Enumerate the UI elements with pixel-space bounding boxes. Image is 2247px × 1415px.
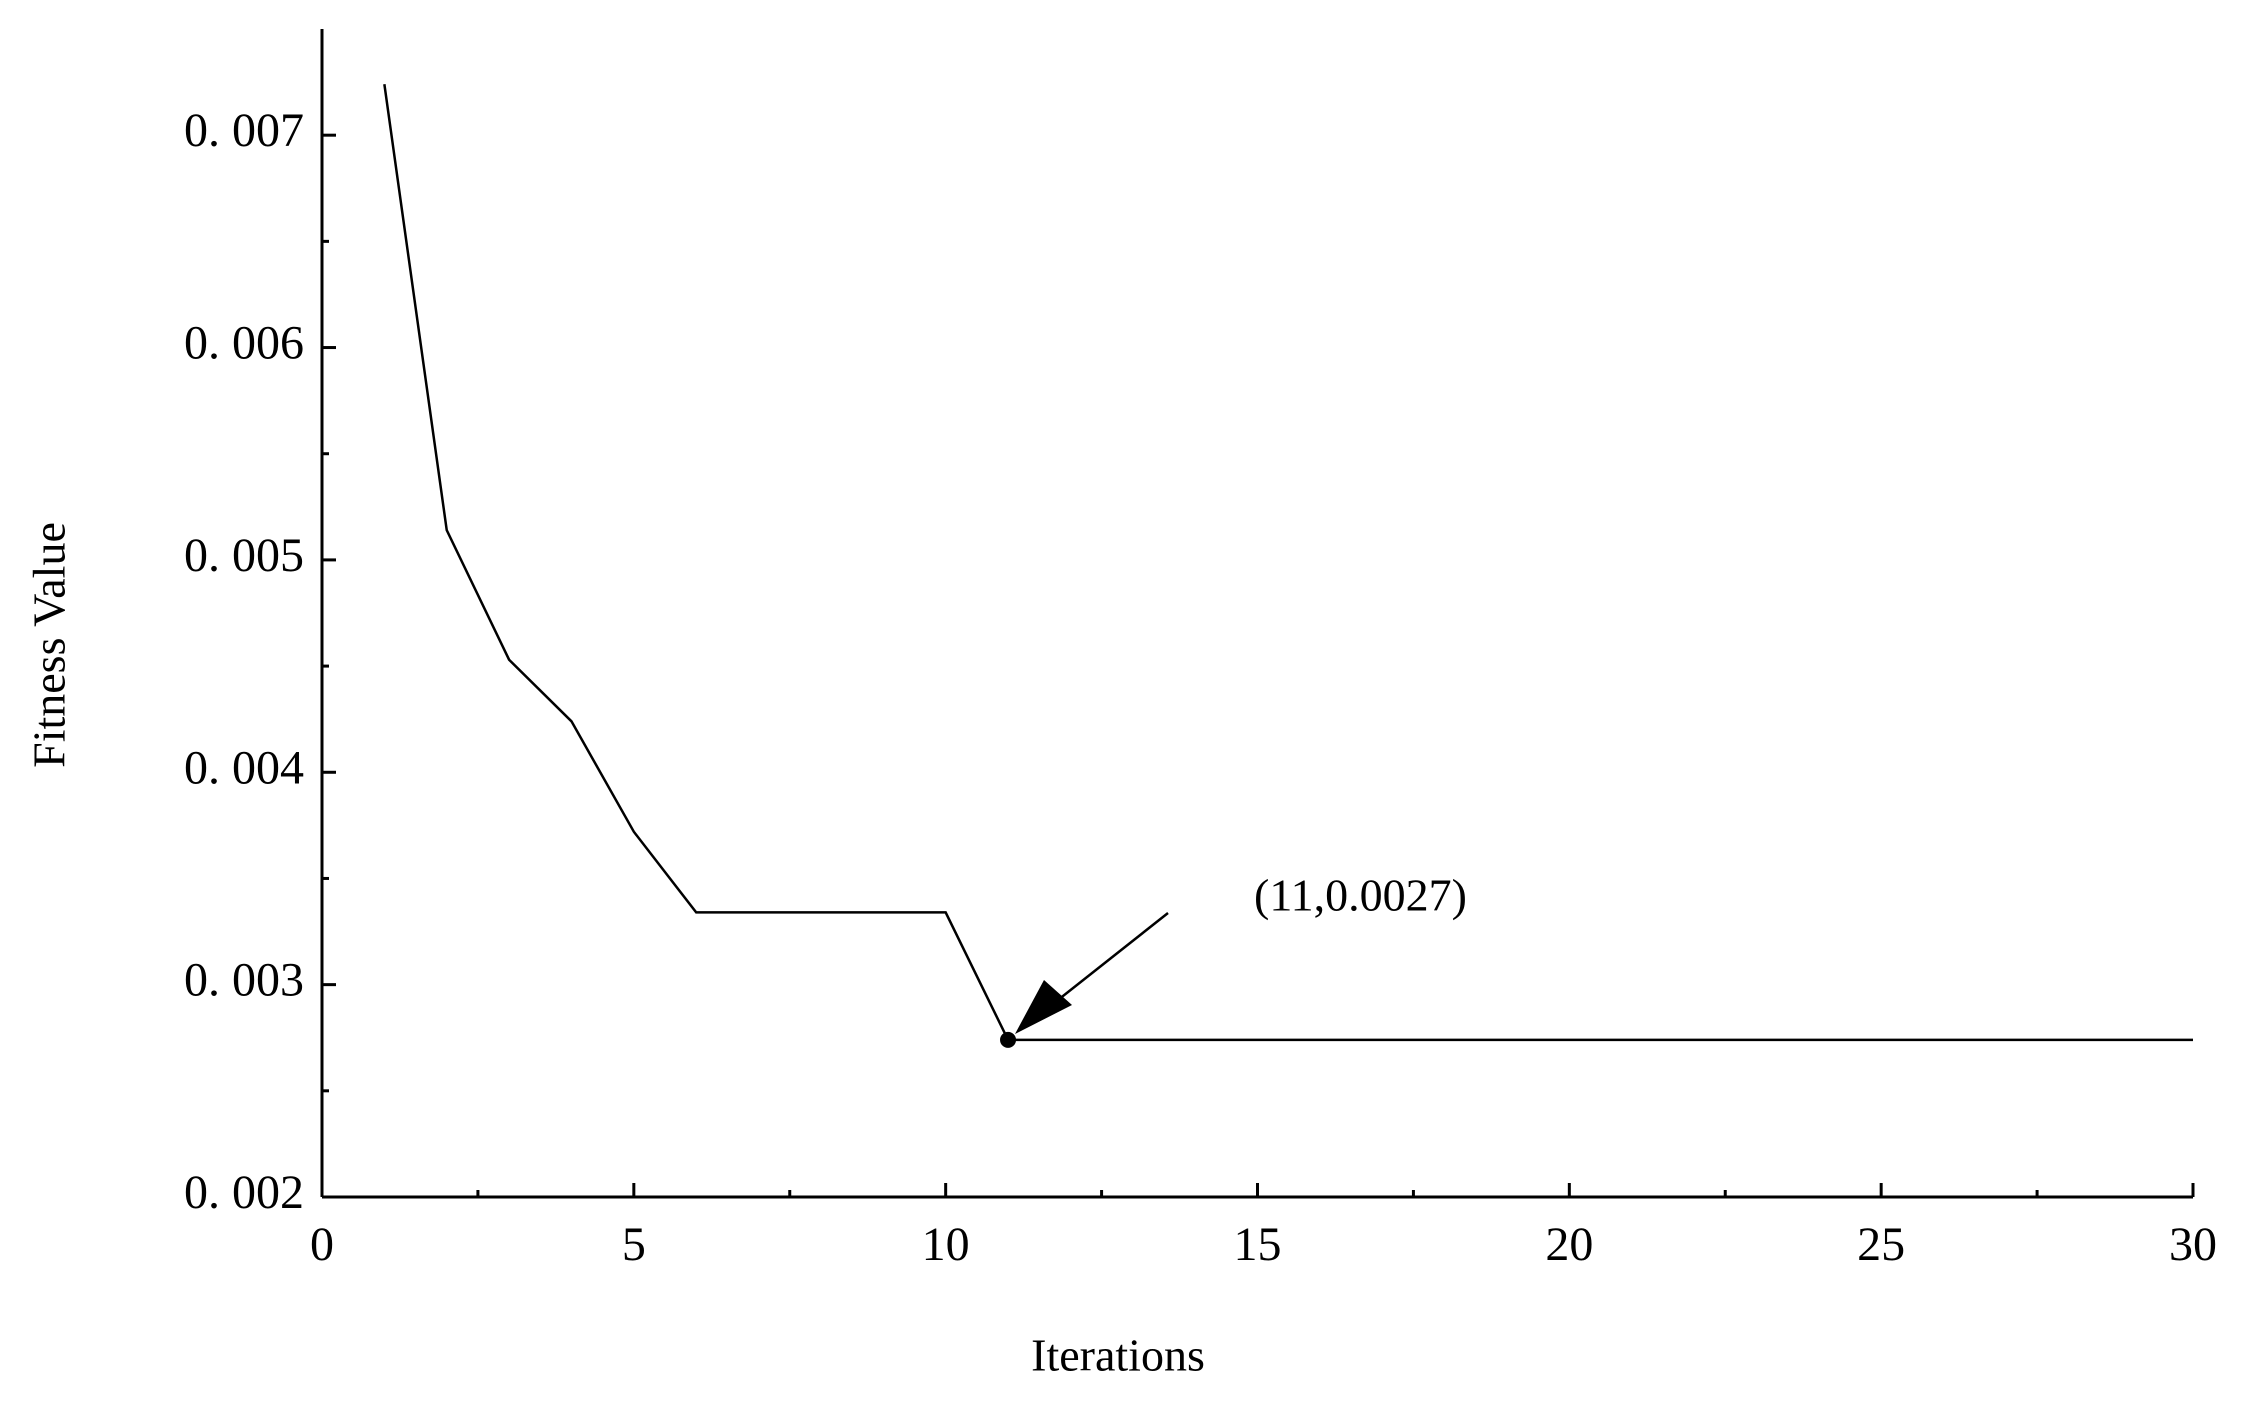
annotation: (11,0.0027) xyxy=(1254,870,1467,921)
y-tick-label: 0. 006 xyxy=(184,317,304,370)
x-tick-label: 25 xyxy=(1857,1218,1905,1271)
y-tick-label: 0. 003 xyxy=(184,954,304,1007)
annotation-point xyxy=(1000,1031,1017,1048)
x-tick-label: 30 xyxy=(2169,1218,2217,1271)
x-tick-label: 20 xyxy=(1545,1218,1593,1271)
y-tick-label: 0. 005 xyxy=(184,529,304,582)
y-tick-label: 0. 004 xyxy=(184,741,304,794)
y-axis-title: Fitness Value xyxy=(24,522,75,768)
data-line xyxy=(383,84,2193,1042)
y-tick-label: 0. 002 xyxy=(184,1166,304,1219)
annotation-arrowhead xyxy=(1015,980,1072,1034)
x-axis-title: Iterations xyxy=(1031,1330,1205,1381)
x-tick-label: 5 xyxy=(622,1218,646,1271)
y-tick-label: 0. 007 xyxy=(184,104,304,157)
x-tick-label: 15 xyxy=(1234,1218,1282,1271)
x-tick-label: 0 xyxy=(310,1218,334,1271)
x-tick-label: 10 xyxy=(922,1218,970,1271)
